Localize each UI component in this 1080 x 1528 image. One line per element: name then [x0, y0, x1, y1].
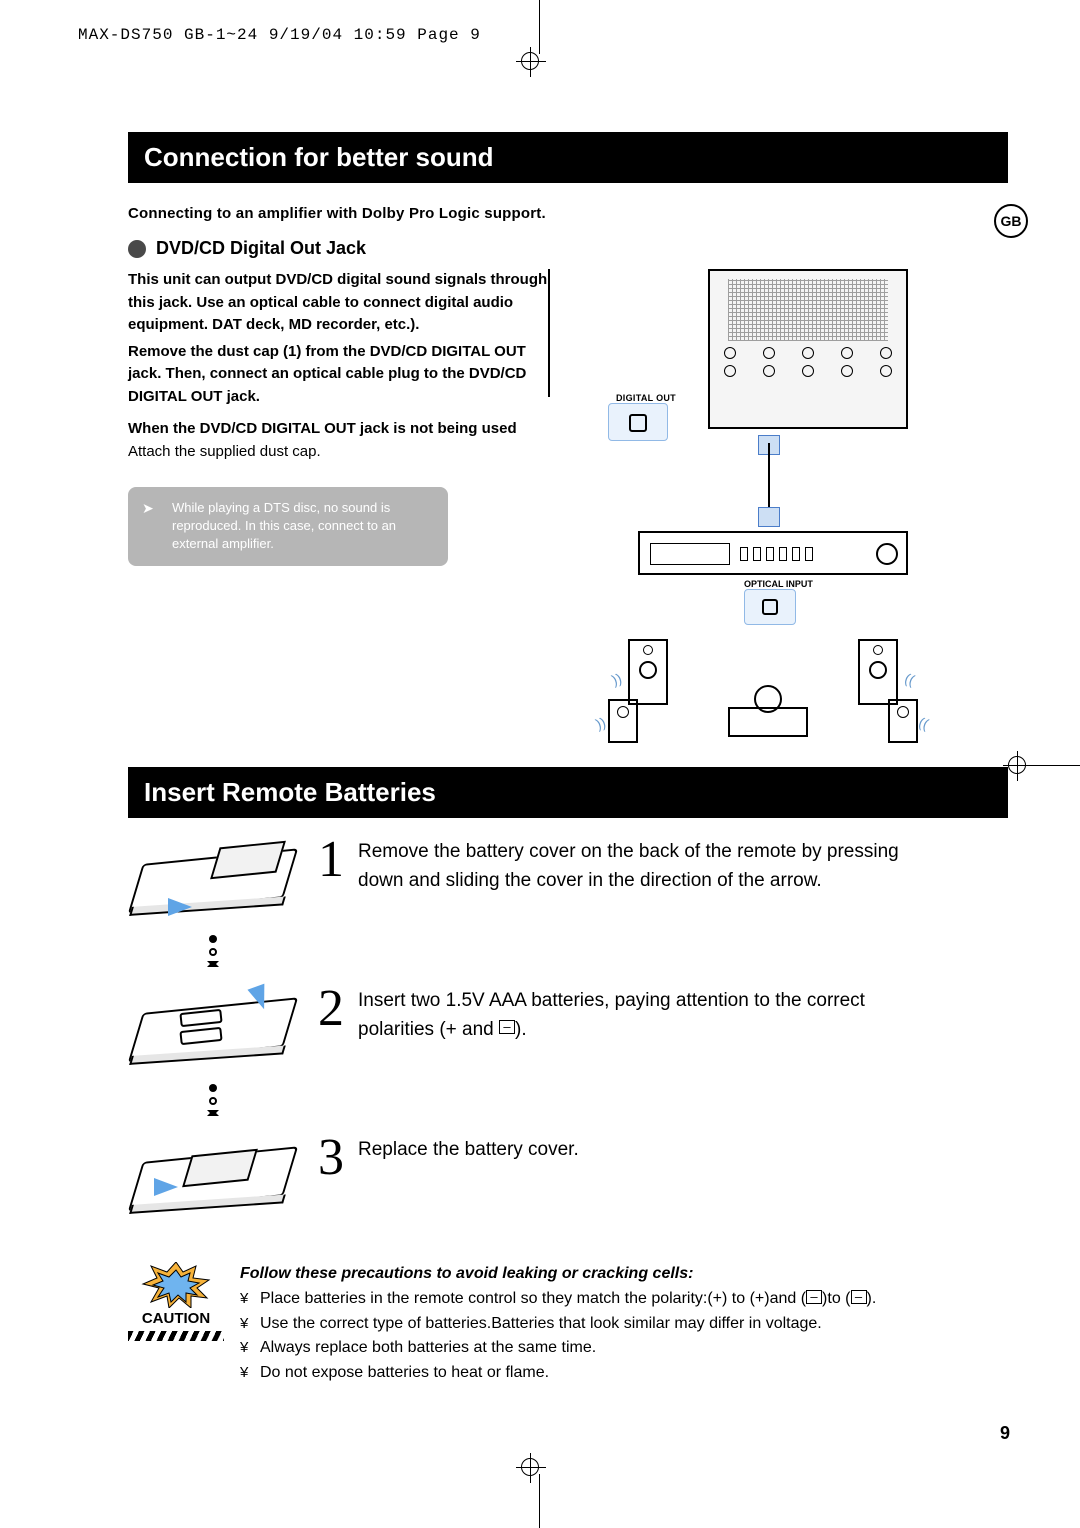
sound-wave-icon: )) — [610, 670, 624, 688]
battery-section: 1 Remove the battery cover on the back o… — [128, 834, 1008, 1386]
step-2-text: Insert two 1.5V AAA batteries, paying at… — [358, 983, 918, 1044]
caution-row: CAUTION Follow these precautions to avoi… — [128, 1262, 1008, 1386]
minus-polarity-icon: – — [499, 1020, 515, 1034]
step-3-illustration — [128, 1132, 298, 1228]
step-3-number: 3 — [318, 1132, 344, 1184]
step-2-illustration — [128, 983, 298, 1079]
language-badge: GB — [994, 204, 1028, 238]
minus-polarity-icon: – — [806, 1290, 822, 1304]
speaker-wire-icon — [548, 333, 550, 397]
print-header: MAX-DS750 GB-1~24 9/19/04 10:59 Page 9 — [78, 26, 481, 44]
section1-subtitle: DVD/CD Digital Out Jack — [156, 238, 366, 259]
step-1-number: 1 — [318, 834, 344, 886]
step-1-illustration — [128, 834, 298, 930]
step-3-text: Replace the battery cover. — [358, 1132, 579, 1165]
section1-p2: Remove the dust cap (1) from the DVD/CD … — [128, 341, 548, 409]
step-1-row: 1 Remove the battery cover on the back o… — [128, 834, 1008, 930]
caution-burst-icon — [141, 1262, 211, 1308]
section1-text-col: This unit can output DVD/CD digital soun… — [128, 269, 548, 749]
caution-item-1c: ). — [867, 1290, 877, 1307]
speaker-wire-icon — [548, 269, 550, 333]
slide-arrow-icon — [168, 898, 192, 916]
section1-title: Connection for better sound — [128, 132, 1008, 183]
bullet-dot-icon — [128, 240, 146, 258]
amplifier-icon — [638, 531, 908, 575]
crop-mark-right — [1008, 756, 1080, 774]
center-speaker-icon — [728, 707, 808, 737]
optical-cable-icon — [768, 443, 770, 515]
section1-two-col: This unit can output DVD/CD digital soun… — [128, 269, 1008, 749]
step-2-text-b: ). — [515, 1019, 527, 1040]
section1-diagram-col: DIGITAL OUT OPTICAL INPUT — [548, 269, 1008, 749]
step-1-text: Remove the battery cover on the back of … — [358, 834, 918, 895]
page: MAX-DS750 GB-1~24 9/19/04 10:59 Page 9 G… — [0, 0, 1080, 1528]
section1-p3-bold: When the DVD/CD DIGITAL OUT jack is not … — [128, 420, 517, 437]
step-2-number: 2 — [318, 983, 344, 1035]
front-speaker-left-icon — [628, 639, 668, 705]
digital-out-jack-icon — [608, 403, 668, 441]
step-2-text-a: Insert two 1.5V AAA batteries, paying at… — [358, 990, 865, 1040]
section1-subhead-row: DVD/CD Digital Out Jack — [128, 238, 1008, 259]
content-area: GB Connection for better sound Connectin… — [128, 132, 1008, 1386]
crop-mark-bottom — [530, 1458, 548, 1528]
caution-item-1b: )to ( — [822, 1290, 850, 1307]
sound-wave-icon: )) — [902, 670, 916, 688]
main-unit-rear-icon — [708, 269, 908, 429]
section2-title: Insert Remote Batteries — [128, 767, 1008, 818]
caution-item-4: Do not expose batteries to heat or flame… — [240, 1361, 876, 1386]
section1-intro: Connecting to an amplifier with Dolby Pr… — [128, 205, 1008, 222]
caution-lead: Follow these precautions to avoid leakin… — [240, 1262, 876, 1287]
section1-p3-plain: Attach the supplied dust cap. — [128, 443, 321, 460]
section1-p1: This unit can output DVD/CD digital soun… — [128, 269, 548, 337]
surround-speaker-left-icon — [608, 699, 638, 743]
caution-label: CAUTION — [128, 1310, 224, 1327]
slide-arrow-icon — [154, 1178, 178, 1196]
front-speaker-right-icon — [858, 639, 898, 705]
minus-polarity-icon: – — [851, 1290, 867, 1304]
step-3-row: 3 Replace the battery cover. — [128, 1132, 1008, 1228]
caution-item-2: Use the correct type of batteries.Batter… — [240, 1312, 876, 1337]
connection-diagram: DIGITAL OUT OPTICAL INPUT — [548, 269, 968, 749]
digital-out-label: DIGITAL OUT — [616, 393, 676, 403]
surround-speaker-right-icon — [888, 699, 918, 743]
note-box: While playing a DTS disc, no sound is re… — [128, 487, 448, 566]
caution-item-3: Always replace both batteries at the sam… — [240, 1336, 876, 1361]
sound-wave-icon: )) — [916, 714, 930, 732]
caution-text: Follow these precautions to avoid leakin… — [240, 1262, 876, 1386]
optical-input-jack-icon — [744, 589, 796, 625]
step-separator-icon — [128, 935, 298, 967]
caution-item-1a: Place batteries in the remote control so… — [260, 1290, 806, 1307]
caution-badge: CAUTION — [128, 1262, 224, 1341]
step-separator-icon — [128, 1084, 298, 1116]
optical-input-label: OPTICAL INPUT — [744, 579, 813, 589]
caution-item-1: Place batteries in the remote control so… — [240, 1287, 876, 1312]
crop-mark-top — [530, 0, 548, 70]
caution-stripes-icon — [128, 1331, 224, 1341]
optical-plug-bottom-icon — [758, 507, 780, 527]
step-2-row: 2 Insert two 1.5V AAA batteries, paying … — [128, 983, 1008, 1079]
page-number: 9 — [1000, 1423, 1010, 1444]
sound-wave-icon: )) — [594, 714, 608, 732]
